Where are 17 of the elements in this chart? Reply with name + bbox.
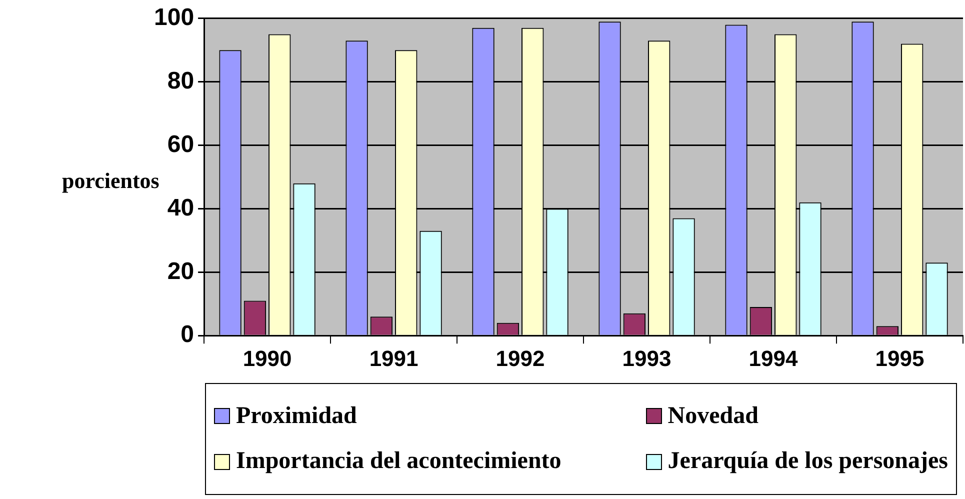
- legend-label: Proximidad: [236, 402, 357, 430]
- x-tick-label: 1994: [748, 346, 798, 371]
- legend-label: Novedad: [668, 402, 758, 430]
- x-tick-label: 1991: [369, 346, 418, 371]
- y-tick-label: 0: [180, 321, 194, 348]
- y-tick-label: 20: [167, 258, 194, 285]
- y-axis-title: porcientos: [62, 168, 160, 194]
- legend-label: Jerarquía de los personajes: [668, 448, 948, 476]
- y-tick-label: 80: [167, 67, 194, 94]
- x-tick-label: 1993: [622, 346, 672, 371]
- legend-label: Importancia del acontecimiento: [236, 448, 562, 476]
- y-tick-label: 100: [154, 4, 194, 32]
- x-tick-label: 1992: [496, 346, 545, 371]
- x-tick-label: 1990: [242, 346, 292, 371]
- y-tick-label: 40: [167, 194, 194, 222]
- y-tick-label: 60: [167, 130, 194, 158]
- x-tick-label: 1995: [875, 346, 924, 371]
